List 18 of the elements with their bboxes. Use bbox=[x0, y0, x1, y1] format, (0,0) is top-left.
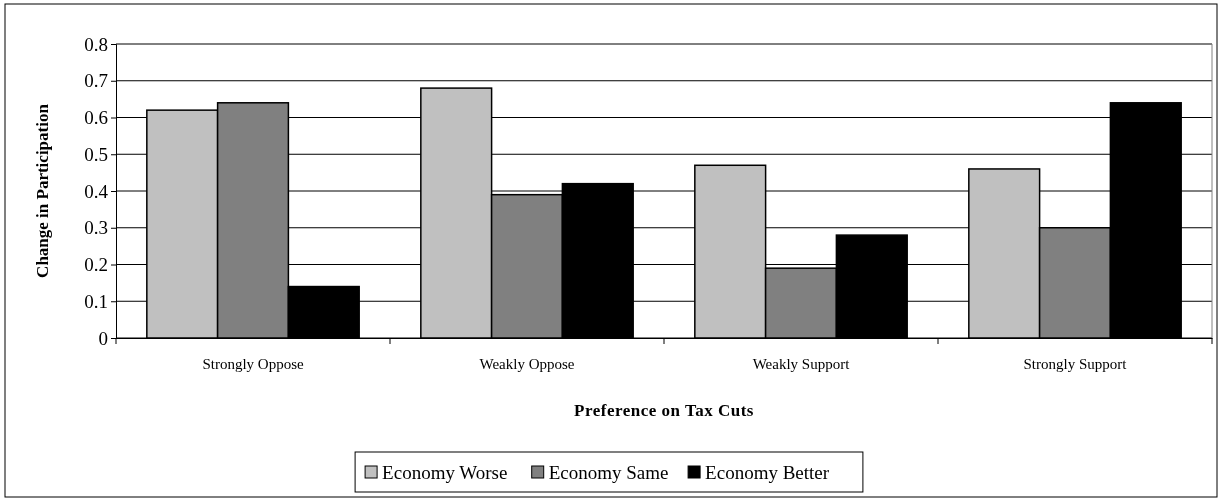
y-axis-title: Change in Participation bbox=[33, 103, 52, 278]
y-tick-label: 0 bbox=[98, 327, 108, 349]
y-tick-label: 0.5 bbox=[84, 143, 108, 165]
legend-label: Economy Better bbox=[705, 462, 830, 483]
legend-label: Economy Worse bbox=[382, 462, 508, 483]
x-tick-label: Weakly Oppose bbox=[479, 355, 575, 372]
y-tick-label: 0.3 bbox=[84, 217, 108, 239]
y-tick-label: 0.1 bbox=[84, 290, 108, 312]
y-tick-label: 0.6 bbox=[84, 107, 108, 129]
y-tick-label: 0.8 bbox=[84, 33, 108, 55]
legend-label: Economy Same bbox=[548, 462, 669, 483]
x-axis-title: Preference on Tax Cuts bbox=[574, 401, 754, 420]
x-tick-label: Strongly Support bbox=[1023, 355, 1128, 372]
x-tick-label: Weakly Support bbox=[752, 355, 851, 372]
y-tick-label: 0.2 bbox=[84, 254, 108, 276]
x-tick-label: Strongly Oppose bbox=[202, 355, 304, 372]
y-tick-label: 0.4 bbox=[84, 180, 109, 202]
y-tick-label: 0.7 bbox=[84, 70, 108, 92]
